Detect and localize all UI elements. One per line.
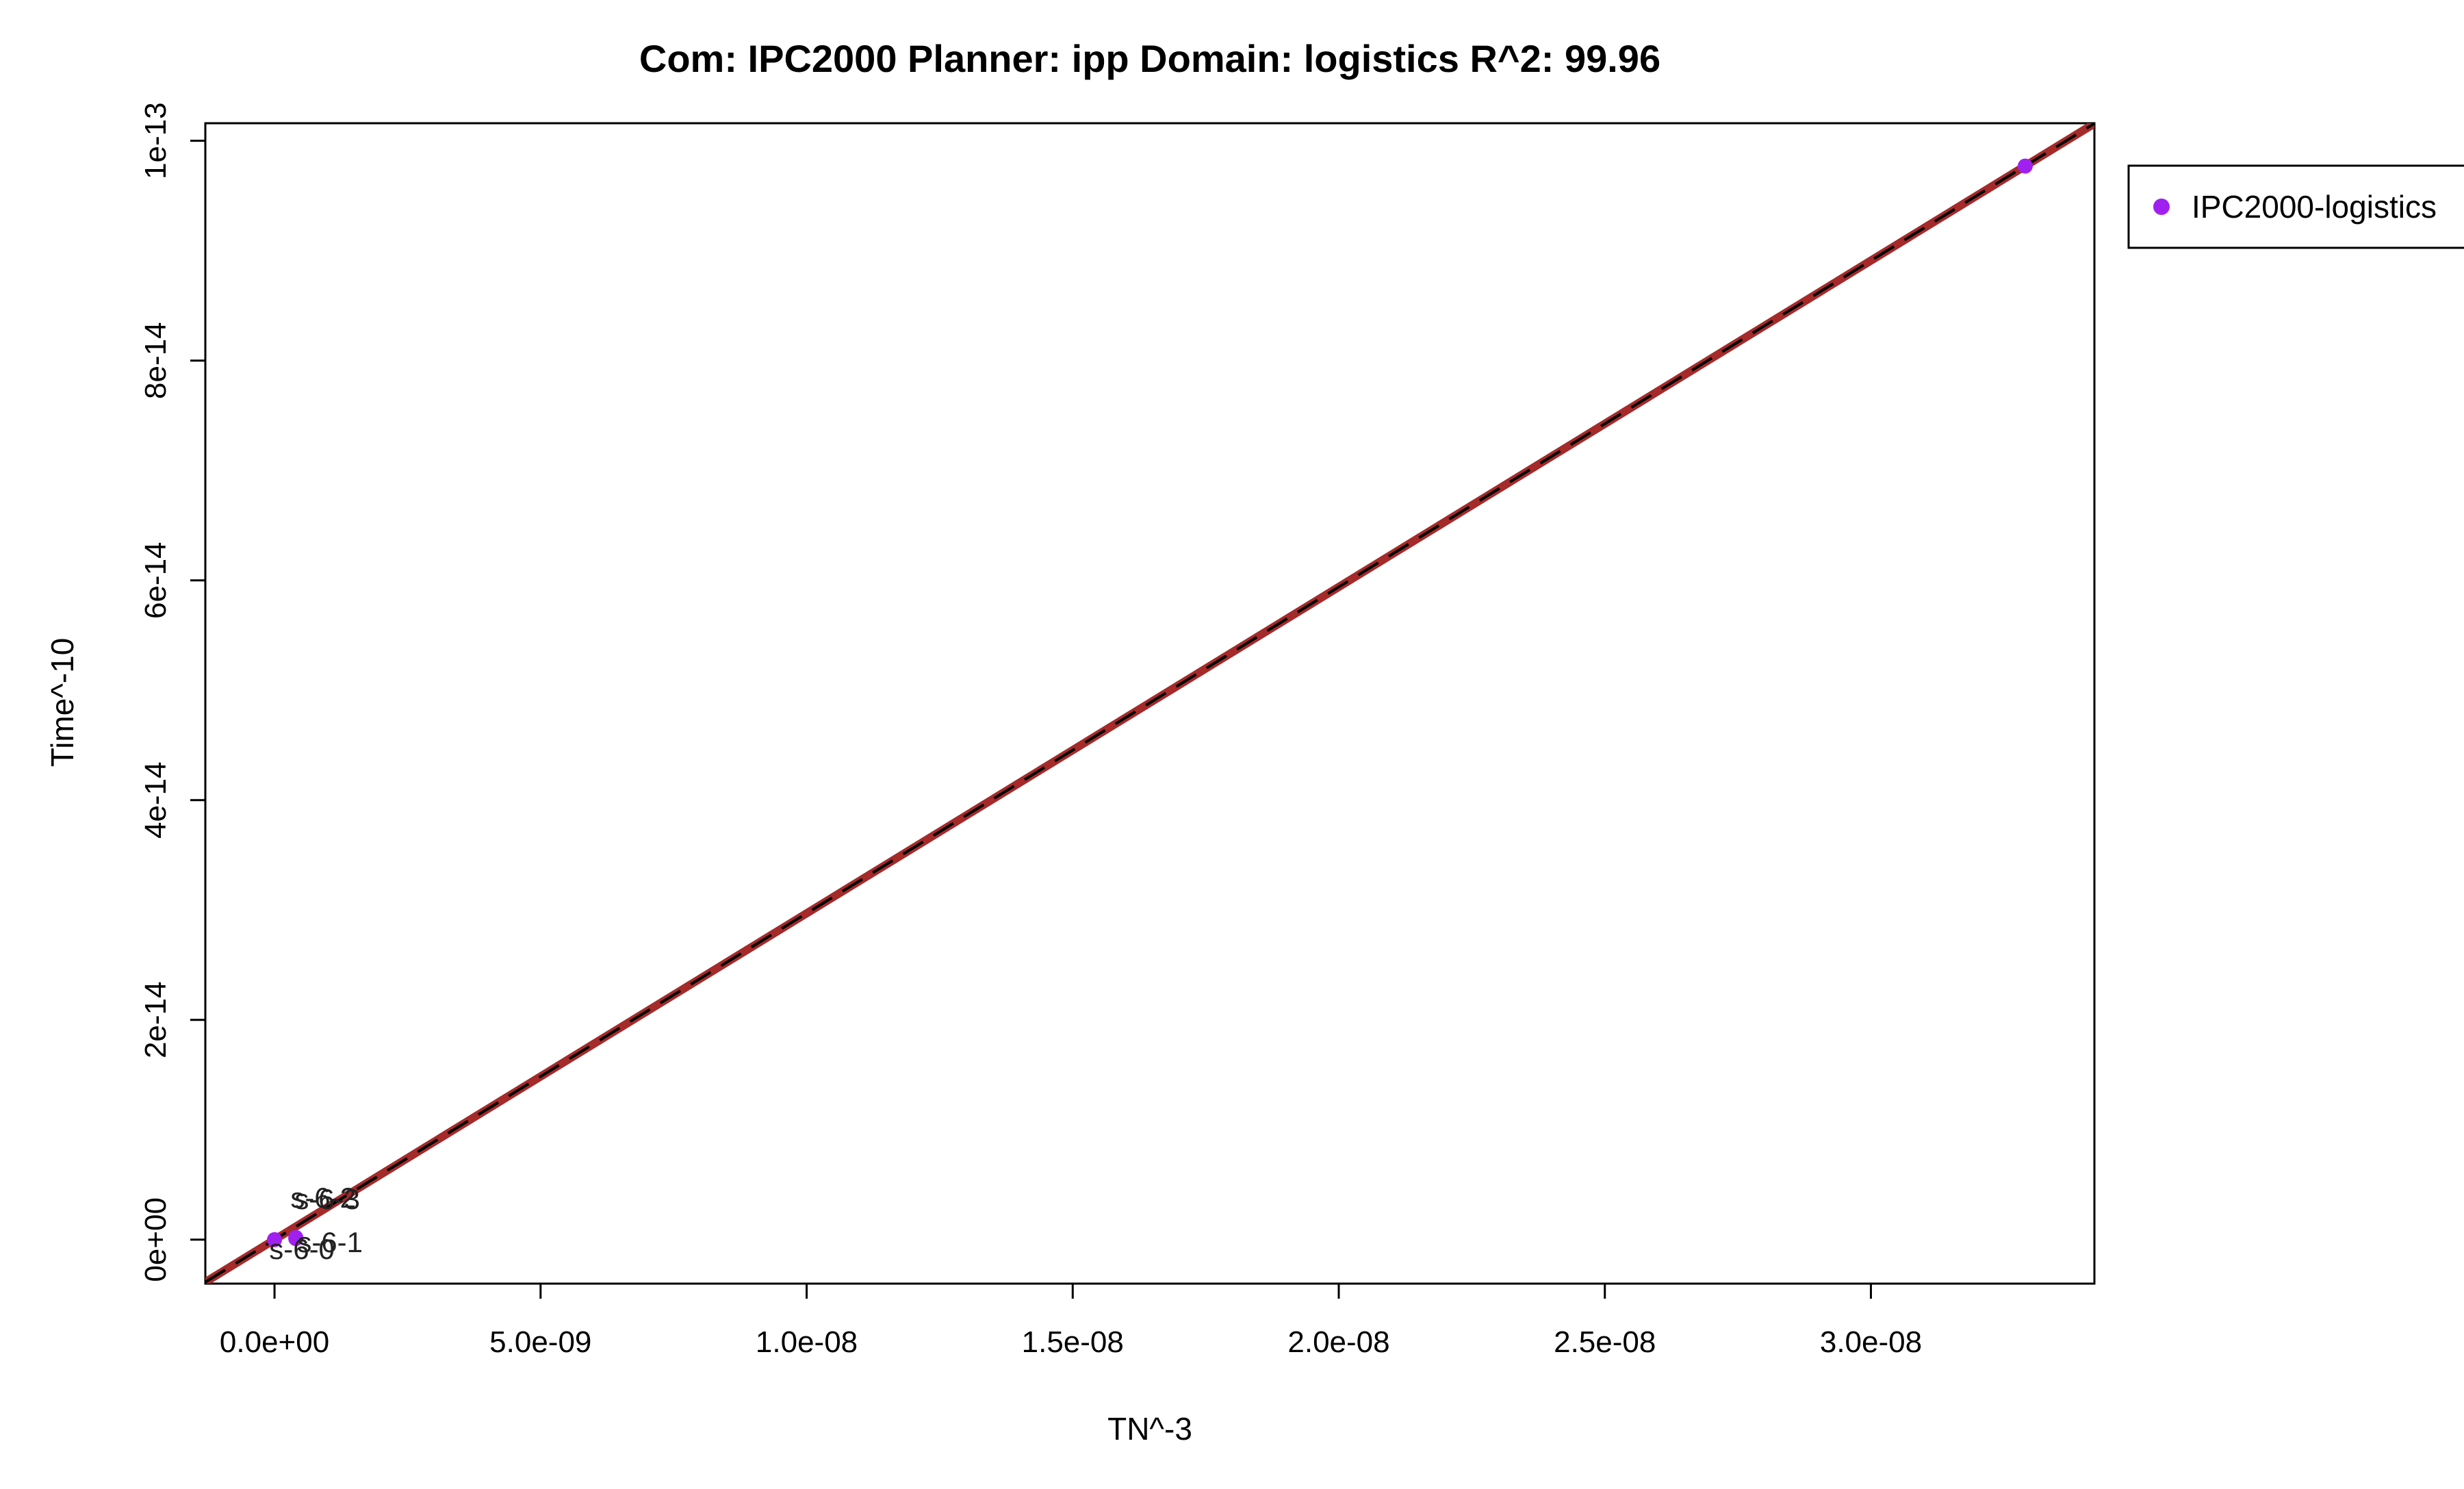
legend-entry-label: IPC2000-logistics — [2192, 189, 2437, 225]
data-point — [2017, 158, 2033, 174]
y-tick-label: 8e-14 — [139, 322, 172, 399]
fit-line-dashed — [205, 123, 2094, 1284]
y-tick-label: 0e+00 — [139, 1197, 172, 1282]
y-tick-label: 2e-14 — [139, 981, 172, 1058]
x-tick-label: 2.0e-08 — [1287, 1325, 1389, 1359]
x-axis-label: TN^-3 — [1107, 1411, 1192, 1447]
point-label: s-6-1 — [297, 1226, 363, 1258]
data-point — [267, 1232, 283, 1247]
x-tick-label: 2.5e-08 — [1554, 1325, 1656, 1359]
legend-marker — [2153, 199, 2170, 215]
y-tick-label: 4e-14 — [139, 761, 172, 839]
chart-title: Com: IPC2000 Planner: ipp Domain: logist… — [639, 37, 1660, 80]
data-point — [288, 1230, 304, 1245]
legend-box — [2127, 164, 2464, 249]
point-label: s-6-2 — [290, 1182, 356, 1214]
point-label: s-6-0 — [269, 1233, 335, 1265]
x-tick-label: 5.0e-09 — [489, 1325, 591, 1359]
legend: IPC2000-logistics — [2127, 164, 2464, 249]
y-tick-label: 6e-14 — [139, 542, 172, 619]
plot-frame — [204, 122, 2096, 1285]
point-label: s-6-3 — [294, 1183, 360, 1215]
plot-area: 0.0e+00 5.0e-09 1.0e-08 1.5e-08 2.0e-08 2.5e-… — [139, 102, 2096, 1359]
x-tick-label: 3.0e-08 — [1820, 1325, 1922, 1359]
x-tick-label: 1.0e-08 — [756, 1325, 858, 1359]
y-tick-label: 1e-13 — [139, 102, 172, 179]
x-tick-label: 0.0e+00 — [220, 1325, 329, 1359]
y-axis-label: Time^-10 — [44, 638, 80, 767]
x-tick-label: 1.5e-08 — [1022, 1325, 1124, 1359]
